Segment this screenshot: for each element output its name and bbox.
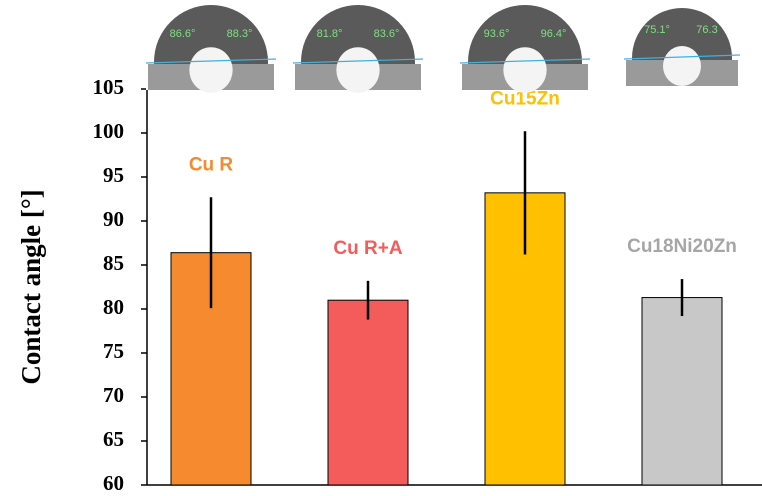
droplet-image: 86.6° 88.3° [145,5,277,93]
angle-label: 93.6° [484,28,510,40]
angle-label: 88.3° [227,28,253,40]
droplet [468,5,582,72]
angle-label: 76.3 [696,24,717,36]
y-tick-label: 100 [93,119,125,143]
droplet [632,8,732,68]
bar [641,297,723,486]
y-tick-label: 95 [103,163,124,187]
category-label: Cu R [189,154,234,175]
y-tick-label: 80 [103,295,124,319]
y-tick-label: 70 [103,383,124,407]
y-axis-label: Contact angle [°] [16,189,46,384]
y-tick-label: 65 [103,427,124,451]
angle-label: 83.6° [374,28,400,40]
y-tick-label: 60 [103,471,124,495]
angle-label: 86.6° [170,28,196,40]
category-label: Cu15Zn [490,88,560,109]
baseline [292,58,424,64]
droplet-image: 81.8° 83.6° [292,5,424,93]
category-label: Cu R+A [333,238,402,259]
bar [327,299,409,486]
droplet-hole [503,47,547,93]
angle-label: 75.1° [644,24,670,36]
y-tick-label: 85 [103,251,124,275]
y-tick-label: 75 [103,339,124,363]
y-tick-label: 90 [103,207,124,231]
droplet [301,5,415,72]
droplet-hole [336,47,380,93]
baseline [623,54,741,60]
category-label: Cu18Ni20Zn [627,236,737,257]
droplet [154,5,268,72]
droplet-image: 93.6° 96.4° [459,5,591,93]
droplet-image: 75.1° 76.3 [623,8,741,90]
droplet-hole [189,47,233,93]
baseline [145,58,277,64]
droplet-hole [663,46,701,86]
angle-label: 96.4° [541,28,567,40]
y-tick-label: 105 [93,75,125,99]
baseline [459,58,591,64]
angle-label: 81.8° [317,28,343,40]
